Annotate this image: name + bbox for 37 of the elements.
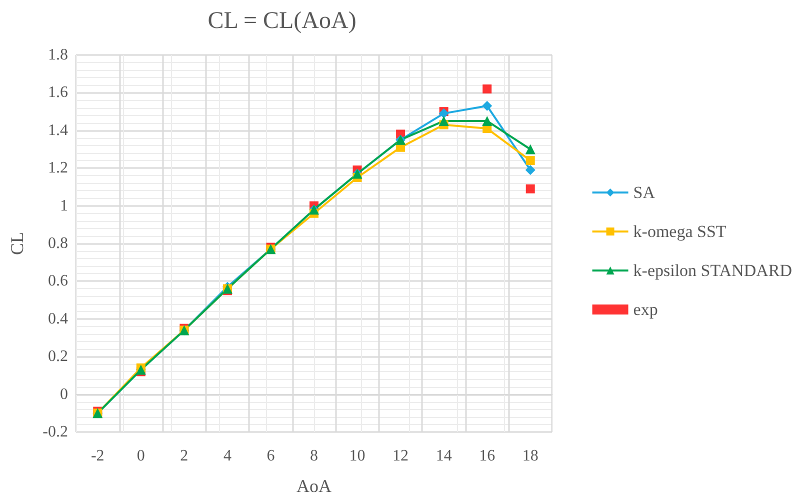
chart-title: CL = CL(AoA) — [208, 8, 356, 34]
y-tick-label: 0.4 — [48, 310, 68, 328]
y-tick-label: 0.8 — [48, 235, 68, 252]
x-tick-label: 6 — [266, 448, 275, 464]
legend-label: k-epsilon STANDARD — [633, 261, 792, 280]
x-tick-label: 12 — [392, 448, 409, 464]
point — [482, 100, 492, 111]
point — [438, 116, 449, 126]
y-tick-label: 1.8 — [48, 46, 68, 64]
x-tick-label: 0 — [136, 448, 145, 464]
y-tick-label: 1 — [60, 197, 68, 214]
y-tick-label: 0.2 — [48, 348, 68, 366]
y-tick-label: 1.6 — [48, 84, 68, 102]
y-axis-title: CL — [7, 232, 27, 256]
y-tick-label: 0.6 — [48, 272, 68, 290]
x-tick-label: 16 — [479, 448, 496, 464]
y-tick-label: 1.2 — [48, 160, 68, 177]
point — [525, 144, 536, 154]
point — [482, 116, 492, 126]
x-tick-label: 18 — [522, 448, 538, 464]
y-tick-label: 0 — [60, 386, 68, 403]
legend-label: exp — [633, 300, 658, 319]
point — [526, 156, 535, 166]
x-tick-label: 8 — [310, 448, 318, 464]
x-tick-label: 14 — [436, 448, 452, 464]
point — [525, 164, 536, 175]
point — [482, 84, 492, 94]
y-tick-label: 1.4 — [48, 122, 68, 139]
point — [526, 184, 535, 194]
y-tick-label: -0.2 — [42, 424, 68, 440]
x-tick-label: 2 — [180, 448, 188, 464]
legend-label: k-omega SST — [633, 222, 727, 241]
x-tick-label: -2 — [90, 448, 104, 464]
x-tick-label: 4 — [223, 448, 232, 464]
legend-label: SA — [633, 183, 656, 202]
x-tick-label: 10 — [349, 448, 366, 464]
x-axis-title: AoA — [296, 476, 332, 496]
